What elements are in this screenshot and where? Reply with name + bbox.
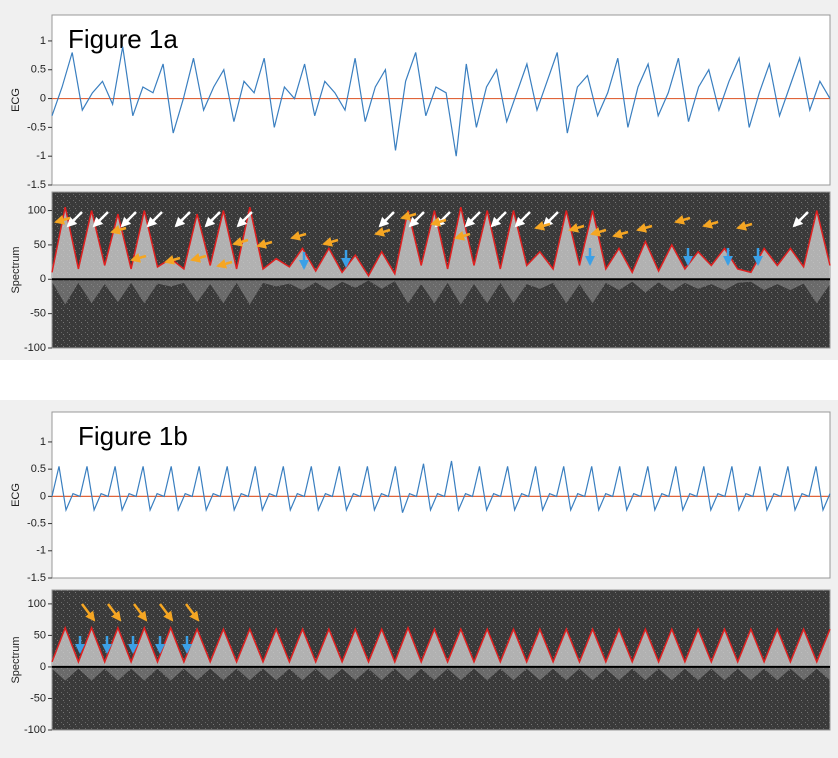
y-tick-label: -0.5 <box>27 121 46 133</box>
y-tick-label: 100 <box>28 204 46 216</box>
annotation-arrow <box>164 254 181 265</box>
annotation-arrow <box>110 224 127 235</box>
annotation-arrow <box>454 230 471 241</box>
reverse-flow <box>52 666 830 681</box>
envelope <box>51 206 831 278</box>
annotation-arrow <box>290 230 307 241</box>
annotation-arrow <box>236 211 253 228</box>
annotation-arrow <box>430 216 447 227</box>
ecg-trace <box>51 460 831 513</box>
annotation-arrow <box>216 258 233 269</box>
y-tick-label: 0.5 <box>31 64 46 76</box>
y-tick-label: -1.5 <box>27 572 46 584</box>
y-axis-label: ECG <box>10 88 22 112</box>
y-tick-label: 50 <box>34 239 46 251</box>
annotation-arrow <box>130 252 147 263</box>
y-tick-label: -0.5 <box>27 517 46 529</box>
annotation-arrow <box>464 211 481 228</box>
y-tick-label: 100 <box>28 598 46 610</box>
annotation-arrow <box>146 211 163 228</box>
annotation-arrow <box>322 236 339 247</box>
annotation-arrow <box>490 211 507 228</box>
annotation-arrow <box>590 226 607 237</box>
y-tick-label: -100 <box>24 342 46 354</box>
y-tick-label: -1.5 <box>27 179 46 191</box>
annotation-arrow <box>92 211 109 228</box>
y-tick-label: -1 <box>36 150 46 162</box>
annotation-arrow <box>107 603 122 622</box>
reverse-flow <box>52 279 830 305</box>
annotation-arrow <box>256 238 273 249</box>
gap <box>0 360 838 400</box>
annotation-arrow <box>702 218 719 229</box>
annotation-arrow <box>534 220 551 231</box>
annotation-arrow <box>190 252 207 263</box>
y-tick-label: 0.5 <box>31 463 46 475</box>
y-tick-label: 1 <box>40 35 46 47</box>
annotation-arrow <box>612 228 629 239</box>
annotation-arrow <box>185 603 200 622</box>
envelope <box>51 625 831 664</box>
annotation-arrow <box>792 211 809 228</box>
y-tick-label: 50 <box>34 629 46 641</box>
annotation-arrow <box>736 220 753 231</box>
y-axis-label: ECG <box>10 483 22 507</box>
annotation-arrow <box>514 211 531 228</box>
y-tick-label: 0 <box>40 92 46 104</box>
y-tick-label: -100 <box>24 724 46 736</box>
annotation-arrow <box>568 222 585 233</box>
y-tick-label: 0 <box>40 490 46 502</box>
plot-area <box>51 14 831 186</box>
annotation-arrow <box>378 211 395 228</box>
annotation-arrow <box>174 211 191 228</box>
y-tick-label: 0 <box>40 661 46 673</box>
annotation-arrow <box>636 222 653 233</box>
ecg-trace <box>51 46 831 157</box>
annotation-arrow <box>66 211 83 228</box>
y-axis-label: Spectrum <box>10 636 22 683</box>
y-tick-label: 0 <box>40 273 46 285</box>
annotation-arrow <box>374 226 391 237</box>
annotation-arrow <box>159 603 174 622</box>
annotation-arrow <box>542 211 559 228</box>
y-tick-label: -50 <box>30 308 46 320</box>
annotation-arrow <box>674 214 691 225</box>
annotation-arrow <box>120 211 137 228</box>
annotation-arrow <box>400 210 417 221</box>
annotation-arrow <box>408 211 425 228</box>
y-tick-label: 1 <box>40 436 46 448</box>
annotation-arrow <box>54 214 71 225</box>
figure-label: Figure 1b <box>78 421 188 451</box>
annotation-arrow <box>232 236 249 247</box>
annotation-arrow <box>81 603 96 622</box>
y-tick-label: -50 <box>30 692 46 704</box>
y-axis-label: Spectrum <box>10 246 22 293</box>
annotation-arrow <box>204 211 221 228</box>
y-tick-label: -1 <box>36 545 46 557</box>
annotation-arrow <box>133 603 148 622</box>
